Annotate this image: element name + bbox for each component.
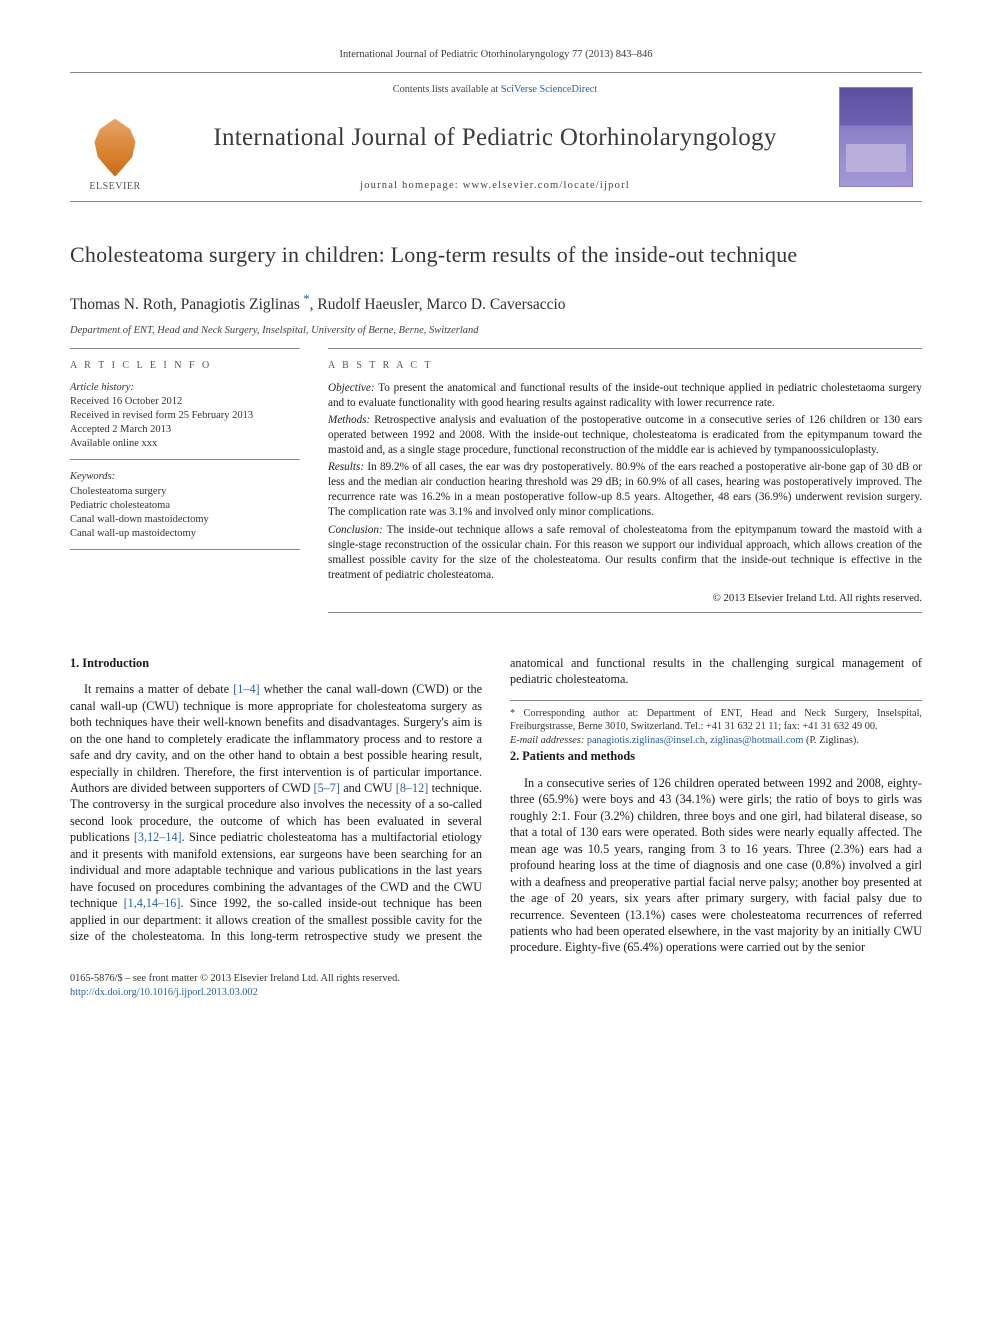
abstract-copyright: © 2013 Elsevier Ireland Ltd. All rights … [328, 591, 922, 606]
journal-cover-thumb [839, 87, 913, 187]
journal-name: International Journal of Pediatric Otorh… [168, 121, 822, 155]
abs-methods: Retrospective analysis and evaluation of… [328, 414, 922, 456]
abstract-head: A B S T R A C T [328, 359, 922, 373]
article-info-column: A R T I C L E I N F O Article history: R… [70, 348, 300, 612]
doi-link[interactable]: http://dx.doi.org/10.1016/j.ijporl.2013.… [70, 987, 258, 998]
homepage-url[interactable]: www.elsevier.com/locate/ijporl [463, 180, 630, 191]
authors-text: Thomas N. Roth, Panagiotis Ziglinas [70, 296, 300, 313]
abs-conclusion-label: Conclusion: [328, 524, 383, 536]
abs-objective-label: Objective: [328, 382, 375, 394]
keyword: Cholesteatoma surgery [70, 485, 300, 499]
ref-link[interactable]: [8–12] [396, 781, 429, 795]
contents-prefix: Contents lists available at [393, 84, 501, 95]
intro-text: and CWU [340, 781, 396, 795]
issn-line: 0165-5876/$ – see front matter © 2013 El… [70, 972, 922, 986]
email-link[interactable]: panagiotis.ziglinas@insel.ch [587, 735, 705, 746]
authors-tail: , Rudolf Haeusler, Marco D. Caversaccio [310, 296, 566, 313]
abstract-column: A B S T R A C T Objective: To present th… [328, 348, 922, 612]
keyword: Canal wall-down mastoidectomy [70, 513, 300, 527]
abs-objective: To present the anatomical and functional… [328, 382, 922, 409]
keyword: Pediatric cholesteatoma [70, 499, 300, 513]
history-online: Available online xxx [70, 437, 300, 451]
history-accepted: Accepted 2 March 2013 [70, 423, 300, 437]
abstract-bottom-rule [328, 612, 922, 613]
running-citation: International Journal of Pediatric Otorh… [70, 48, 922, 62]
abs-methods-label: Methods: [328, 414, 370, 426]
journal-masthead: ELSEVIER Contents lists available at Sci… [70, 72, 922, 202]
intro-text: whether the canal wall-down (CWD) or the… [70, 682, 482, 795]
history-received: Received 16 October 2012 [70, 395, 300, 409]
intro-text: It remains a matter of debate [84, 682, 233, 696]
keywords-label: Keywords: [70, 471, 115, 482]
methods-paragraph: In a consecutive series of 126 children … [510, 775, 922, 956]
ref-link[interactable]: [3,12–14] [134, 830, 182, 844]
publisher-logo-block: ELSEVIER [70, 73, 160, 201]
ref-link[interactable]: [5–7] [314, 781, 340, 795]
abs-results: In 89.2% of all cases, the ear was dry p… [328, 461, 922, 518]
corresponding-footnote: * Corresponding author at: Department of… [510, 700, 922, 749]
corresponding-star-icon: * [300, 291, 310, 306]
article-info-head: A R T I C L E I N F O [70, 359, 300, 373]
abs-results-label: Results: [328, 461, 364, 473]
email-label: E-mail addresses: [510, 735, 587, 746]
history-label: Article history: [70, 382, 134, 393]
abs-conclusion: The inside-out technique allows a safe r… [328, 524, 922, 581]
journal-homepage: journal homepage: www.elsevier.com/locat… [168, 179, 822, 193]
body-two-column: 1. Introduction It remains a matter of d… [70, 655, 922, 956]
homepage-prefix: journal homepage: [360, 180, 463, 191]
page-footer: 0165-5876/$ – see front matter © 2013 El… [70, 972, 922, 1000]
author-list: Thomas N. Roth, Panagiotis Ziglinas *, R… [70, 290, 922, 316]
elsevier-tree-icon [88, 119, 142, 177]
sciencedirect-link[interactable]: SciVerse ScienceDirect [501, 84, 597, 95]
section-head-intro: 1. Introduction [70, 655, 482, 672]
section-head-methods: 2. Patients and methods [510, 748, 922, 765]
corr-label: * Corresponding author at: [510, 708, 647, 719]
keyword: Canal wall-up mastoidectomy [70, 527, 300, 541]
history-revised: Received in revised form 25 February 201… [70, 409, 300, 423]
ref-link[interactable]: [1–4] [233, 682, 259, 696]
article-title: Cholesteatoma surgery in children: Long-… [70, 240, 922, 270]
email-link[interactable]: ziglinas@hotmail.com [710, 735, 803, 746]
ref-link[interactable]: [1,4,14–16] [124, 896, 181, 910]
email-tail: (P. Ziglinas). [803, 735, 859, 746]
contents-line: Contents lists available at SciVerse Sci… [168, 83, 822, 97]
affiliation: Department of ENT, Head and Neck Surgery… [70, 324, 922, 338]
publisher-name: ELSEVIER [89, 180, 140, 194]
